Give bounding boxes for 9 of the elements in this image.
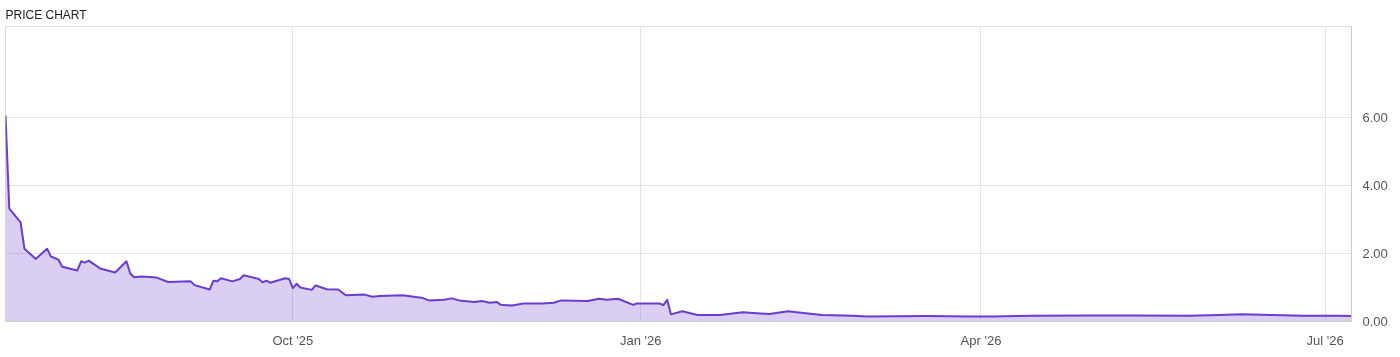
x-tick-label: Apr '26 bbox=[960, 332, 1002, 348]
x-tick-label: Jan '26 bbox=[619, 332, 662, 348]
y-tick-label: 2.00 bbox=[1362, 245, 1388, 261]
x-tick-label: Jul '26 bbox=[1306, 332, 1344, 348]
x-tick-label: Oct '25 bbox=[272, 332, 314, 348]
chart-title: PRICE CHART bbox=[5, 7, 88, 22]
y-tick-label: 4.00 bbox=[1362, 177, 1388, 193]
y-tick-label: 0.00 bbox=[1362, 314, 1388, 329]
y-tick-label: 6.00 bbox=[1362, 109, 1388, 125]
